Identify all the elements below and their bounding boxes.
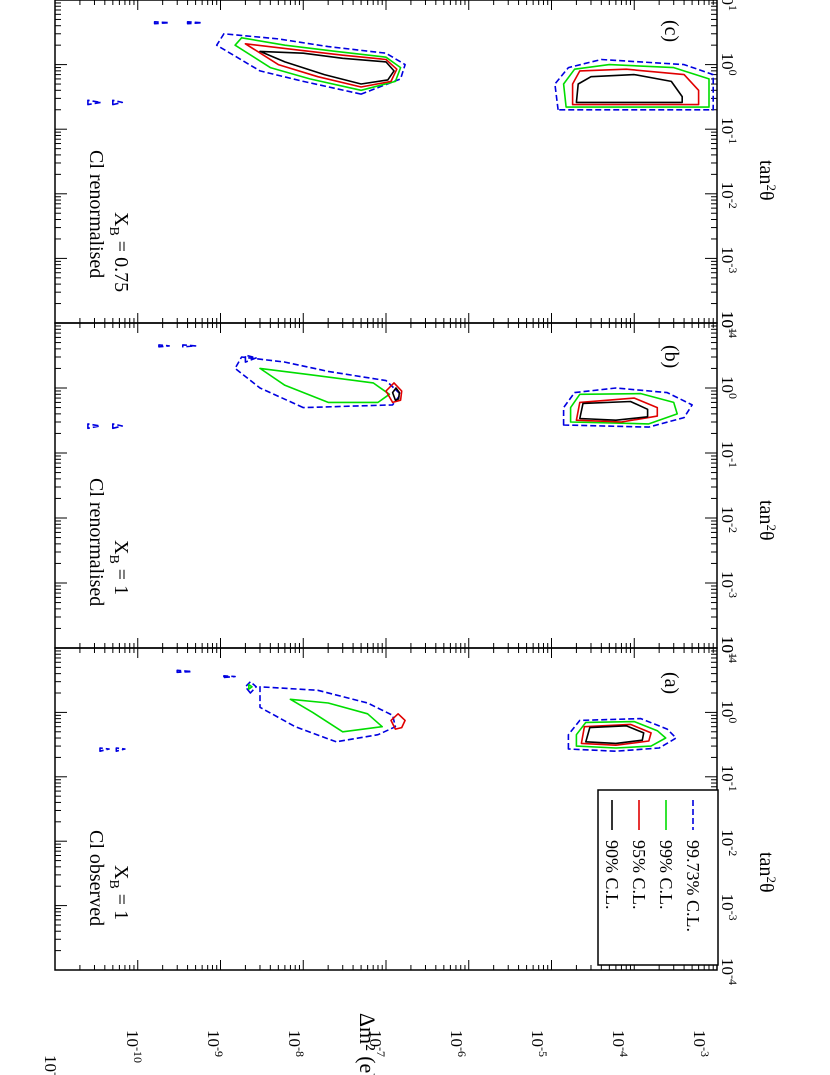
annotation-a-line2: XB = 1 (106, 865, 132, 920)
legend-box (597, 789, 719, 966)
contour-99-c-l- (569, 392, 678, 425)
annotation-a-line1: Cl observed (85, 830, 107, 926)
contour-95-c-l- (571, 68, 700, 106)
annotation-b-line1: Cl renormalised (85, 478, 107, 606)
annotation-c-line2: XB = 0.75 (106, 212, 132, 292)
contour-99-c-l- (259, 367, 391, 404)
x-tick-label: 10-1 (718, 441, 740, 468)
contour-95-c-l- (385, 382, 403, 404)
y-tick-label: 10-8 (285, 1030, 307, 1057)
contours (87, 344, 693, 430)
contour-95-c-l- (575, 397, 659, 423)
legend-label: 99% C.L. (656, 840, 676, 910)
contour-99-73-c-l- (112, 99, 124, 106)
panel-c (54, 0, 718, 324)
contours (99, 669, 677, 752)
contour-95-c-l- (390, 713, 406, 730)
contour-99-73-c-l- (259, 686, 397, 743)
tick-marks (54, 322, 718, 649)
contours (87, 21, 714, 111)
tick-marks (54, 0, 718, 324)
plot-frame (54, 322, 718, 649)
contour-99-c-l- (234, 37, 402, 92)
legend: 90% C.L. 95% C.L. 99% C.L. 99.73% C.L. (597, 789, 719, 966)
contour-99-73-c-l- (115, 747, 126, 752)
contour-99-73-c-l- (234, 356, 402, 409)
contour-99-73-c-l- (176, 669, 193, 674)
contour-99-73-c-l- (153, 21, 170, 25)
y-tick-label: 10-10 (123, 1030, 145, 1063)
x-tick-label: 10-4 (718, 636, 740, 663)
contour-95-c-l- (580, 723, 652, 746)
annotation-c-line1: Cl renormalised (85, 150, 107, 278)
x-tick-label: 10-1 (718, 765, 740, 792)
x-tick-label: 100 (718, 53, 740, 76)
x-tick-label: 100 (718, 376, 740, 399)
panel-label-c: (c) (660, 20, 682, 42)
x-tick-label: 10-2 (718, 829, 740, 856)
x-tick-label: 10-2 (718, 182, 740, 209)
legend-label: 90% C.L. (602, 840, 622, 910)
contour-99-c-l- (575, 720, 667, 749)
y-tick-label: 10-11 (41, 1055, 63, 1075)
contour-90-c-l- (579, 400, 649, 421)
contour-99-73-c-l- (244, 354, 257, 363)
x-tick-label: 10-4 (718, 958, 740, 985)
contour-99-73-c-l- (554, 58, 714, 111)
tick-marks (54, 647, 718, 971)
y-tick-label: 10-4 (609, 1030, 631, 1057)
x-tick-label: 101 (718, 0, 740, 11)
contour-99-73-c-l- (567, 717, 677, 752)
legend-label: 99.73% C.L. (683, 840, 703, 932)
contour-90-c-l- (585, 725, 645, 745)
plot-frame (54, 0, 718, 324)
y-tick-label: 10-3 (690, 1030, 712, 1057)
contour-99-c-l- (562, 63, 710, 108)
x-tick-label: 100 (718, 700, 740, 723)
contour-99-73-c-l- (244, 680, 257, 694)
x-tick-label: 10-2 (718, 506, 740, 533)
panels-layer (54, 0, 718, 971)
x-tick-labels: 10-4 10-3 10-2 10-1 100 101 10-4 10-3 10-2 10-1 10… (718, 0, 740, 985)
y-tick-label: 10-9 (204, 1030, 226, 1057)
contour-99-73-c-l- (186, 21, 203, 25)
annotation-b-line2: XB = 1 (106, 540, 132, 595)
contour-90-c-l- (259, 50, 395, 85)
contour-99-73-c-l- (99, 747, 110, 752)
x-tick-label: 10-3 (718, 894, 740, 921)
contour-90-c-l- (391, 387, 401, 401)
y-tick-label: 10-5 (528, 1030, 550, 1057)
contour-90-c-l- (575, 73, 683, 104)
contour-99-73-c-l- (182, 344, 197, 348)
y-tick-label: 10-6 (447, 1030, 469, 1057)
x-axis-label-b: tan2θ (755, 500, 779, 541)
legend-entries: 90% C.L. 95% C.L. 99% C.L. 99.73% C.L. (602, 800, 703, 932)
contour-99-73-c-l- (112, 423, 124, 430)
contour-99-73-c-l- (158, 344, 170, 348)
x-tick-label: 10-3 (718, 246, 740, 273)
y-axis-label: Δm² (eV²) (355, 1013, 380, 1075)
panel-b (54, 322, 718, 649)
x-tick-label: 10-4 (718, 311, 740, 338)
panel-a (54, 647, 718, 971)
contour-95-c-l- (244, 43, 398, 88)
x-axis-label-c: tan2θ (755, 160, 779, 201)
panel-label-a: (a) (660, 672, 682, 694)
x-tick-label: 10-1 (718, 117, 740, 144)
contour-99-73-c-l- (87, 423, 101, 430)
contour-99-73-c-l- (562, 387, 693, 428)
x-tick-label: 10-3 (718, 571, 740, 598)
contour-99-73-c-l- (87, 99, 102, 106)
contour-99-c-l- (289, 698, 383, 733)
contour-99-c-l- (248, 683, 253, 690)
legend-label: 95% C.L. (629, 840, 649, 910)
contour-99-73-c-l- (215, 33, 406, 95)
x-axis-label-a: tan2θ (755, 852, 779, 893)
contour-99-73-c-l- (223, 675, 236, 679)
panel-label-b: (b) (660, 345, 682, 368)
